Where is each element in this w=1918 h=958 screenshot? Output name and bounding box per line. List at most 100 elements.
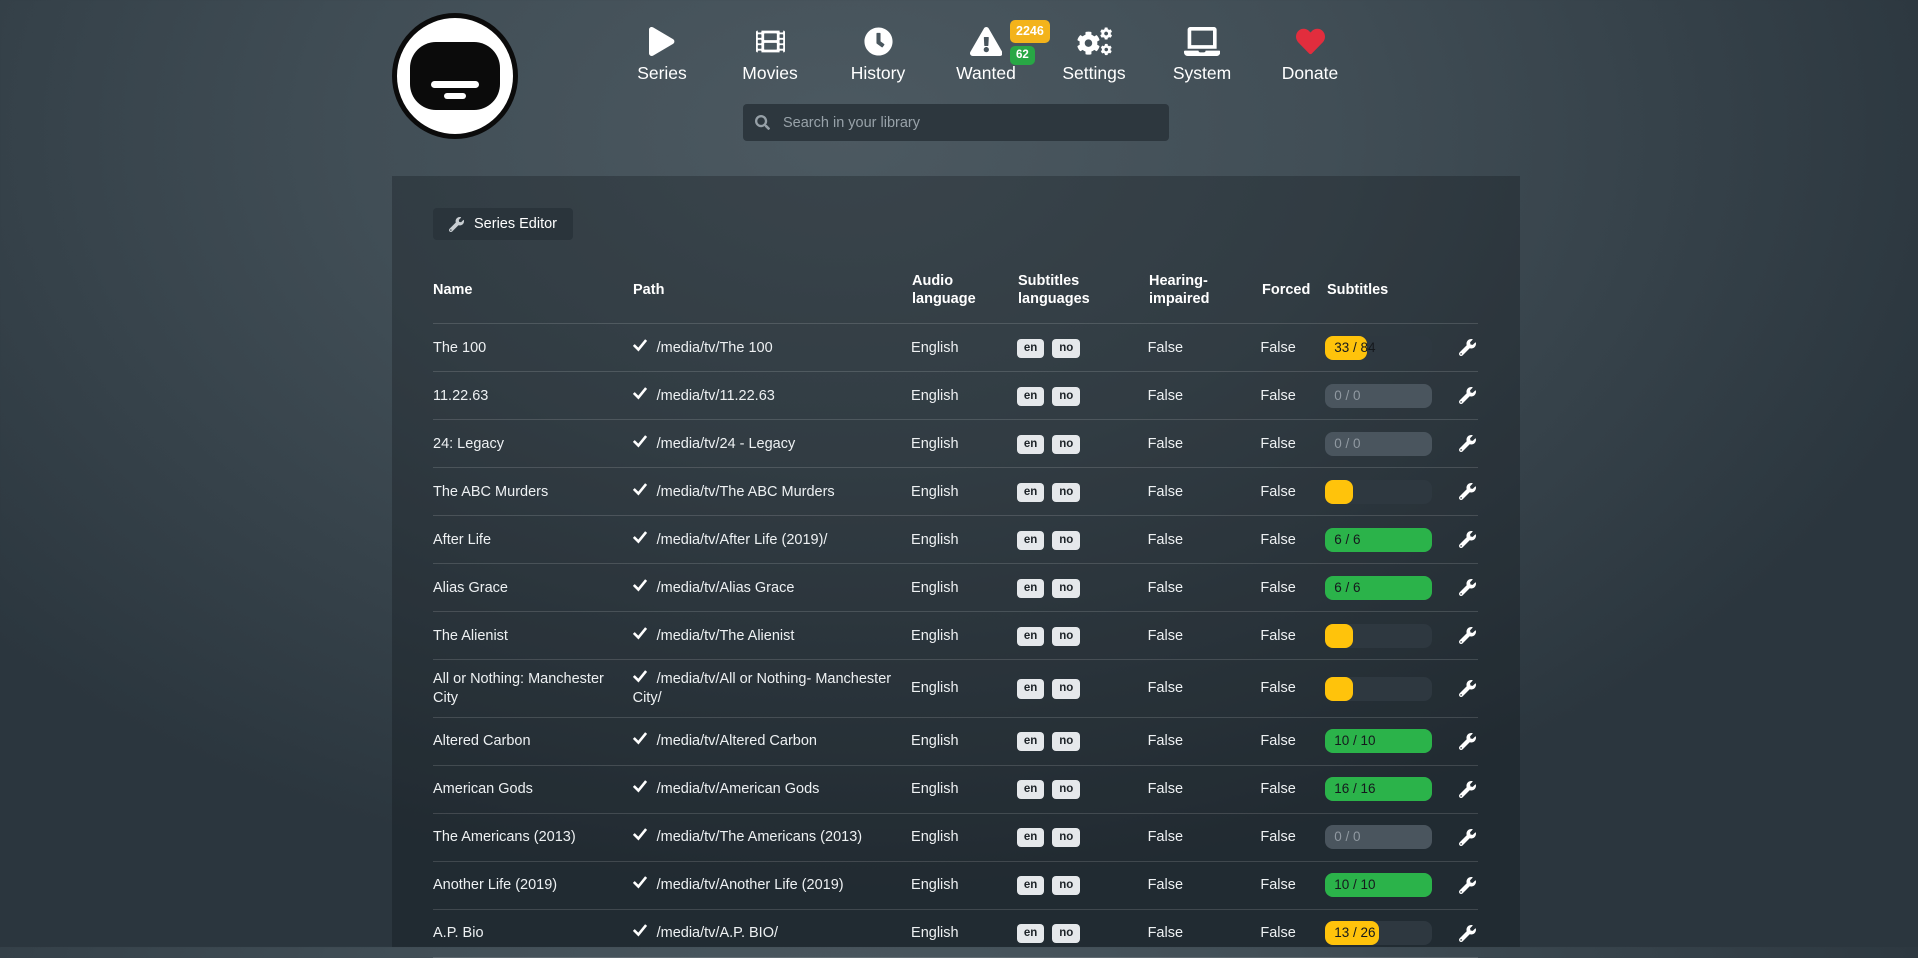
- edit-series-button[interactable]: [1458, 483, 1476, 501]
- edit-series-button[interactable]: [1458, 387, 1476, 405]
- edit-series-button[interactable]: [1458, 680, 1476, 697]
- audio-language-value: English: [911, 339, 959, 356]
- table-row: Another Life (2019) /media/tv/Another Li…: [433, 862, 1478, 910]
- edit-series-button[interactable]: [1458, 579, 1476, 597]
- wanted-series-count-badge[interactable]: 2246: [1010, 20, 1050, 43]
- forced-value: False: [1260, 483, 1296, 500]
- series-name: After Life: [433, 531, 492, 548]
- series-path-text: /media/tv/A.P. BIO/: [656, 925, 779, 942]
- series-path-text: /media/tv/11.22.63: [656, 387, 775, 404]
- audio-language-value: English: [911, 781, 959, 798]
- nav-item-wanted[interactable]: Wanted 2246 62: [932, 20, 1050, 84]
- logo-screen-shape: [410, 42, 500, 110]
- subtitles-languages-cell: en no: [1016, 779, 1148, 800]
- subtitles-progress: [1325, 676, 1433, 701]
- subtitles-progress: 10 / 10: [1325, 729, 1433, 754]
- search-input[interactable]: [781, 113, 1157, 132]
- series-path: /media/tv/24 - Legacy: [632, 435, 911, 453]
- gears-icon: [1077, 27, 1112, 56]
- table-row: American Gods /media/tv/American Gods En…: [433, 766, 1478, 814]
- table-body: The 100 /media/tv/The 100 English en no F…: [433, 324, 1478, 958]
- hearing-impaired-value: False: [1147, 483, 1184, 500]
- table-row: The Americans (2013) /media/tv/The Ameri…: [433, 814, 1478, 862]
- table-row: A.P. Bio /media/tv/A.P. BIO/ English en n…: [433, 910, 1478, 958]
- subtitles-progress-fill: [1325, 676, 1354, 701]
- app-logo[interactable]: [392, 13, 518, 139]
- nav-item-settings[interactable]: Settings: [1040, 20, 1148, 84]
- edit-series-button[interactable]: [1458, 780, 1476, 798]
- series-name: Another Life (2019): [433, 877, 558, 894]
- audio-language-value: English: [911, 483, 959, 500]
- subtitles-progress-fill: [1325, 921, 1379, 946]
- language-badge-en: en: [1016, 434, 1045, 455]
- subtitles-languages-cell: en no: [1016, 731, 1148, 752]
- edit-series-button[interactable]: [1458, 828, 1476, 846]
- language-badge-en: en: [1016, 482, 1045, 503]
- series-path: /media/tv/A.P. BIO/: [632, 924, 911, 942]
- series-path: /media/tv/All or Nothing- Manchester Cit…: [632, 670, 911, 706]
- forced-value: False: [1260, 680, 1296, 697]
- subtitles-progress-fill: [1325, 575, 1433, 600]
- subtitles-cell: 10 / 10: [1325, 729, 1459, 754]
- nav-label: System: [1172, 63, 1232, 83]
- nav-item-movies[interactable]: Movies: [716, 20, 824, 84]
- subtitles-languages-cell: en no: [1016, 875, 1148, 896]
- subtitles-cell: [1325, 623, 1459, 648]
- subtitles-cell: 6 / 6: [1325, 575, 1459, 600]
- series-path-text: /media/tv/Alias Grace: [656, 579, 795, 596]
- nav-item-series[interactable]: Series: [608, 20, 716, 84]
- wanted-movies-count-badge[interactable]: 62: [1010, 45, 1035, 65]
- wrench-icon: [1458, 828, 1476, 846]
- check-icon: [632, 387, 647, 405]
- edit-series-button[interactable]: [1458, 732, 1476, 750]
- audio-language-value: English: [911, 435, 959, 452]
- series-path-text: /media/tv/After Life (2019)/: [656, 531, 828, 548]
- subtitles-progress: [1325, 623, 1433, 648]
- edit-series-button[interactable]: [1458, 531, 1476, 549]
- series-path-text: /media/tv/The ABC Murders: [656, 483, 835, 500]
- subtitles-languages-cell: en no: [1016, 434, 1148, 455]
- audio-language-value: English: [911, 733, 959, 750]
- header-path: Path: [633, 281, 665, 298]
- series-editor-button[interactable]: Series Editor: [433, 208, 574, 240]
- nav-item-donate[interactable]: Donate: [1256, 20, 1364, 84]
- main-nav: Series Movies History Wanted 2246 62 Set…: [608, 20, 1364, 84]
- logo-subtitle-line: [431, 81, 479, 88]
- nav-item-history[interactable]: History: [824, 20, 932, 84]
- nav-label: Wanted: [956, 63, 1016, 83]
- nav-label: Movies: [742, 63, 798, 83]
- subtitles-cell: 0 / 0: [1325, 383, 1459, 408]
- nav-item-system[interactable]: System: [1148, 20, 1256, 84]
- language-badge-en: en: [1016, 923, 1045, 944]
- header-forced: Forced: [1262, 281, 1311, 298]
- edit-series-button[interactable]: [1458, 435, 1476, 453]
- subtitles-cell: [1325, 479, 1459, 504]
- edit-series-button[interactable]: [1458, 924, 1476, 942]
- check-icon: [632, 531, 647, 549]
- edit-series-button[interactable]: [1458, 627, 1476, 645]
- subtitles-progress: 16 / 16: [1325, 777, 1433, 802]
- series-path: /media/tv/Alias Grace: [632, 579, 911, 597]
- film-icon: [755, 30, 785, 53]
- subtitles-progress-fill: [1325, 729, 1433, 754]
- header-subtitles-languages: Subtitles languages: [1018, 273, 1090, 307]
- language-badge-en: en: [1016, 386, 1045, 407]
- hearing-impaired-value: False: [1147, 339, 1184, 356]
- edit-series-button[interactable]: [1458, 339, 1476, 357]
- check-icon: [632, 579, 647, 597]
- edit-series-button[interactable]: [1458, 876, 1476, 894]
- series-path-text: /media/tv/24 - Legacy: [656, 435, 796, 452]
- language-badge-no: no: [1052, 779, 1081, 800]
- subtitles-progress: 10 / 10: [1325, 873, 1433, 898]
- nav-label: Series: [637, 63, 687, 83]
- forced-value: False: [1260, 781, 1296, 798]
- audio-language-value: English: [911, 877, 959, 894]
- subtitles-progress-label: 6 / 6: [1334, 531, 1361, 547]
- check-icon: [632, 339, 647, 357]
- table-row: 24: Legacy /media/tv/24 - Legacy English…: [433, 420, 1478, 469]
- subtitles-cell: [1325, 676, 1459, 701]
- subtitles-progress: 13 / 26: [1325, 921, 1433, 946]
- check-icon: [632, 732, 647, 750]
- wrench-icon: [1458, 732, 1476, 750]
- series-path: /media/tv/The Americans (2013): [632, 828, 911, 846]
